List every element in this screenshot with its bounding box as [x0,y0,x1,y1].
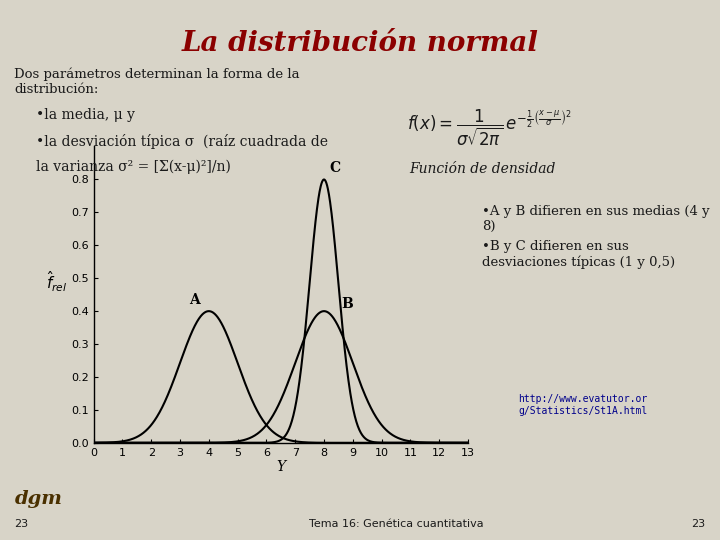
Text: •B y C difieren en sus
desviaciones típicas (1 y 0,5): •B y C difieren en sus desviaciones típi… [482,240,675,269]
Text: dgm: dgm [14,490,62,508]
Text: 23: 23 [14,519,29,529]
Text: $f(x) = \dfrac{1}{\sigma\sqrt{2\pi}}\,e^{-\frac{1}{2}\left(\frac{x-\mu}{\sigma}\: $f(x) = \dfrac{1}{\sigma\sqrt{2\pi}}\,e^… [407,108,572,148]
Text: •la desviación típica σ  (raíz cuadrada de: •la desviación típica σ (raíz cuadrada d… [36,134,328,149]
Text: •la media, μ y: •la media, μ y [36,108,135,122]
X-axis label: Y: Y [276,461,285,475]
Y-axis label: $\hat{f}_{rel}$: $\hat{f}_{rel}$ [46,269,68,294]
Text: la varianza σ² = [Σ(x-μ)²]/n): la varianza σ² = [Σ(x-μ)²]/n) [36,159,231,174]
Text: 23: 23 [691,519,706,529]
Text: A: A [189,293,199,307]
Text: B: B [341,296,353,310]
Text: Tema 16: Genética cuantitativa: Tema 16: Genética cuantitativa [309,519,483,529]
Text: C: C [330,161,341,175]
Text: La distribución normal: La distribución normal [181,30,539,57]
Text: Dos parámetros determinan la forma de la
distribución:: Dos parámetros determinan la forma de la… [14,68,300,96]
Text: Función de densidad: Función de densidad [409,162,556,176]
Text: •A y B difieren en sus medias (4 y
8): •A y B difieren en sus medias (4 y 8) [482,205,710,233]
Text: http://www.evatutor.or
g/Statistics/St1A.html: http://www.evatutor.or g/Statistics/St1A… [518,394,648,416]
